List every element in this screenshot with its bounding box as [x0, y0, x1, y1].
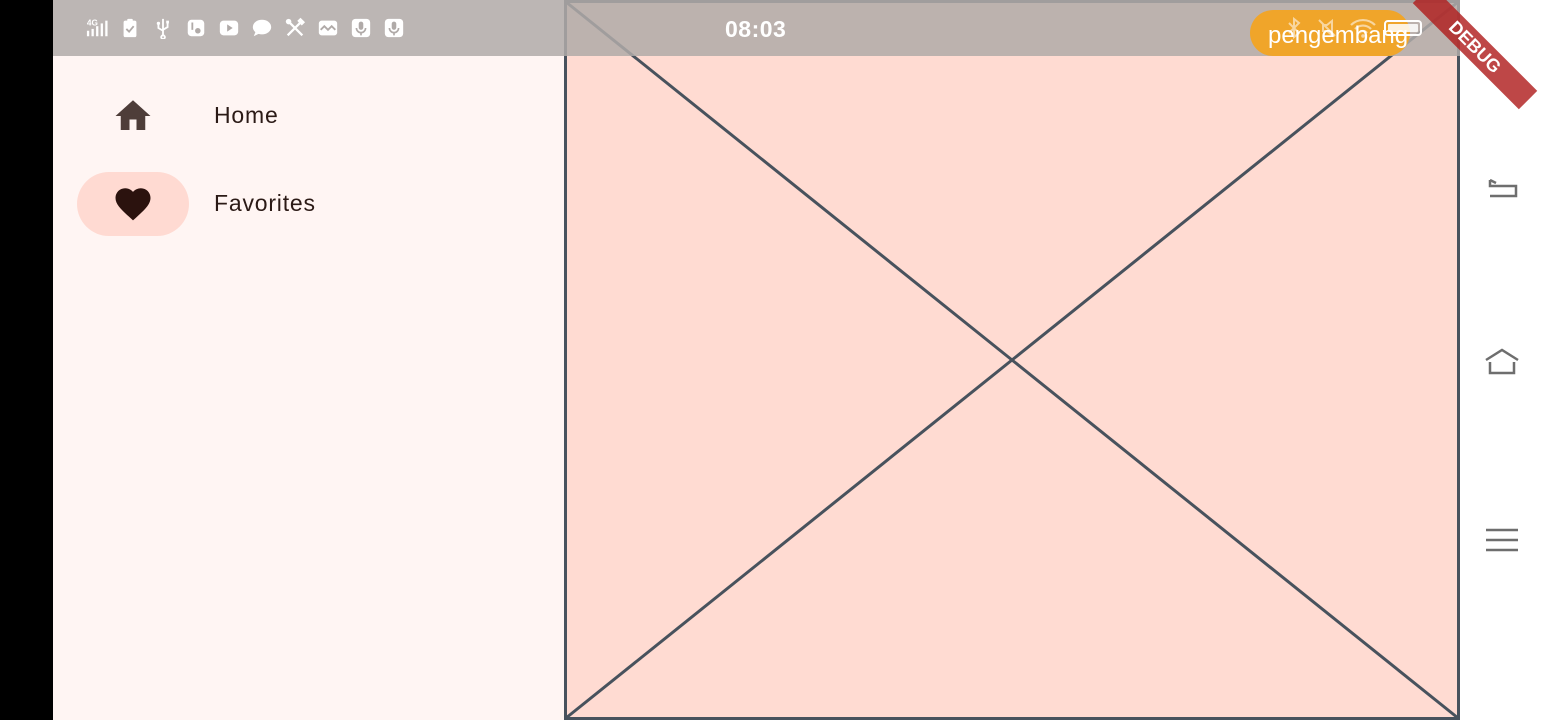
tools-icon	[283, 17, 306, 40]
menu-icon	[1486, 528, 1518, 552]
mic-icon	[382, 17, 405, 40]
system-navigation-bar	[1460, 0, 1544, 720]
status-right-icons	[1285, 16, 1377, 40]
svg-text:4G: 4G	[86, 18, 97, 27]
mail-icon	[316, 17, 339, 40]
back-icon	[1488, 178, 1518, 198]
clipboard-check-icon	[118, 17, 141, 40]
nav-item-home[interactable]: Home	[77, 84, 547, 148]
back-button[interactable]	[1478, 166, 1526, 214]
chat-bubble-icon	[250, 17, 273, 40]
heart-icon	[77, 172, 189, 236]
nav-item-label: Favorites	[214, 190, 316, 216]
mute-icon	[1315, 16, 1339, 40]
usb-icon	[151, 17, 174, 40]
signal-4g-icon: 4G	[85, 17, 108, 40]
content-placeholder	[564, 0, 1460, 720]
youtube-icon	[217, 17, 240, 40]
app-screen: 4G	[53, 0, 1538, 720]
home-icon	[77, 84, 189, 148]
sim-settings-icon	[184, 17, 207, 40]
wifi-icon	[1349, 16, 1377, 40]
home-button[interactable]	[1478, 336, 1526, 384]
status-clock: 08:03	[725, 16, 787, 42]
mic-icon	[349, 17, 372, 40]
bluetooth-icon	[1285, 16, 1305, 40]
status-bar: 4G	[53, 0, 1460, 56]
menu-button[interactable]	[1478, 516, 1526, 564]
status-icons: 4G	[85, 14, 405, 42]
battery-icon	[1384, 20, 1422, 36]
nav-item-favorites[interactable]: Favorites	[77, 172, 547, 236]
home-icon	[1485, 348, 1519, 375]
nav-item-label: Home	[214, 102, 279, 128]
navigation-drawer: Home Favorites	[53, 56, 565, 720]
